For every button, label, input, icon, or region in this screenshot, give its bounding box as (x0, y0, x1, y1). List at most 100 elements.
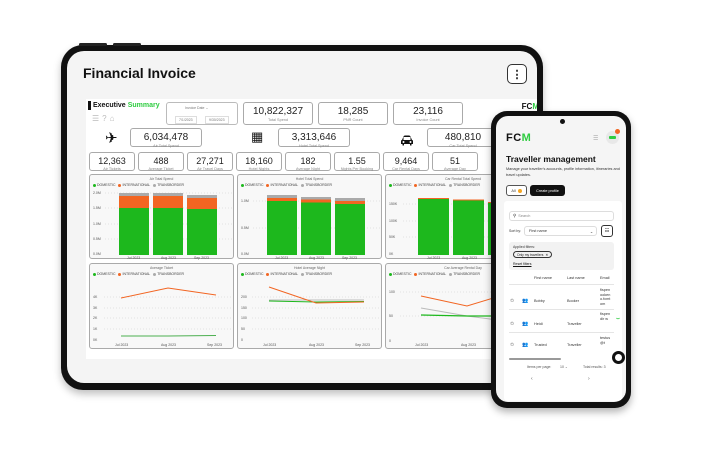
hotel-building-icon: ▦ (251, 129, 264, 144)
chart-legend: DOMESTIC INTERNATIONAL TRANSBORDER (389, 272, 480, 276)
more-options-button[interactable]: ⋮ (507, 64, 527, 84)
svg-text:150K: 150K (389, 202, 398, 206)
hamburger-menu-icon[interactable]: ☰ (92, 114, 100, 123)
title-accent-bar (88, 101, 91, 110)
home-icon[interactable]: ⌂ (109, 114, 115, 123)
svg-text:2K: 2K (93, 316, 98, 320)
column-header-last-name[interactable]: Last name (567, 276, 585, 280)
phone-screen: FCM ☰ Traveller management Manage your t… (496, 116, 626, 402)
tablet-device: Financial Invoice ⋮ Executive Summary ☰ … (61, 43, 543, 390)
svg-text:1.0M: 1.0M (241, 199, 249, 203)
svg-text:0.5M: 0.5M (93, 237, 101, 241)
svg-text:Jul 2023: Jul 2023 (263, 343, 276, 347)
svg-text:0: 0 (389, 339, 391, 343)
svg-text:Jul 2023: Jul 2023 (275, 256, 288, 260)
svg-text:4K: 4K (93, 295, 98, 299)
chevron-down-icon: ⌄ (589, 229, 593, 234)
svg-text:Aug 2023: Aug 2023 (462, 256, 477, 260)
average-ticket-lines: 4K 3K 2K 1K 0K Jul 2023 Aug 2023 Sep 2023 (93, 287, 233, 347)
svg-text:2.0M: 2.0M (93, 191, 101, 195)
svg-text:150: 150 (241, 306, 247, 310)
sort-select[interactable]: First name ⌄ (524, 226, 597, 236)
svg-text:Jul 2023: Jul 2023 (415, 343, 428, 347)
chart-hotel-average-night: Hotel Average Night DOMESTIC INTERNATIONA… (237, 263, 382, 349)
kpi-air-tickets: 12,363 Air Tickets (89, 152, 135, 171)
kpi-average-day: 51 Average Day (432, 152, 478, 171)
svg-text:Aug 2023: Aug 2023 (309, 343, 324, 347)
column-header-email[interactable]: Email (600, 276, 610, 280)
svg-text:Sep 2023: Sep 2023 (194, 256, 209, 260)
next-page-button[interactable]: › (588, 376, 590, 382)
page-description: Manage your traveller's accounts, profil… (506, 167, 620, 177)
favourite-star-icon[interactable]: ✩ (510, 342, 515, 348)
chat-icon[interactable]: ⌣ (616, 316, 620, 322)
dashboard-nav-icons: ☰ ? ⌂ (92, 114, 114, 123)
horizontal-scrollbar[interactable] (509, 358, 561, 360)
air-spend-bars: 2.0M 1.5M 1.0M 0.5M 0.0M Jul 2023 Aug 2023 Sep… (93, 191, 233, 260)
kpi-average-night: 182 Average Night (285, 152, 331, 171)
svg-text:Sep 2023: Sep 2023 (355, 343, 370, 347)
items-per-page-select[interactable]: 10 ⌄ (560, 365, 568, 369)
kpi-hotel-total-spend: 3,313,646 Hotel Total Spend (278, 128, 350, 148)
invoice-date-dropdown[interactable]: Invoice Date ⌄ (185, 106, 209, 110)
airplane-icon: ✈ (105, 130, 118, 147)
svg-text:Jul 2023: Jul 2023 (127, 256, 140, 260)
svg-text:0: 0 (241, 338, 243, 342)
svg-text:Aug 2023: Aug 2023 (461, 343, 476, 347)
svg-text:Aug 2023: Aug 2023 (161, 343, 176, 347)
svg-text:50: 50 (389, 314, 393, 318)
filter-button[interactable]: ☷ (601, 225, 613, 237)
kpi-air-total-spend: 6,034,478 Air Total Spend (130, 128, 202, 148)
kpi-average-ticket: 488 Average Ticket (138, 152, 184, 171)
invoice-date-filter[interactable]: Invoice Date ⌄ 7/1/2023 9/30/2023 (166, 102, 238, 125)
svg-text:Jul 2023: Jul 2023 (115, 343, 128, 347)
tablet-volume-button (79, 43, 107, 46)
help-icon[interactable]: ? (102, 114, 107, 123)
svg-text:0.0M: 0.0M (93, 252, 101, 256)
total-results: Total results: 3 (583, 365, 606, 369)
chart-legend: DOMESTIC INTERNATIONAL TRANSBORDER (93, 183, 184, 187)
search-icon: ⚲ (513, 213, 517, 218)
tablet-screen: Financial Invoice ⋮ Executive Summary ☰ … (67, 51, 537, 383)
kpi-car-rental-days: 9,464 Car Rental Days (383, 152, 429, 171)
column-header-first-name[interactable]: First name (534, 276, 552, 280)
svg-text:Jul 2023: Jul 2023 (427, 256, 440, 260)
svg-text:100K: 100K (389, 219, 398, 223)
favourite-star-icon[interactable]: ✩ (510, 298, 515, 304)
chart-average-ticket: Average Ticket DOMESTIC INTERNATIONAL TRAN… (89, 263, 234, 349)
svg-text:Sep 2023: Sep 2023 (342, 256, 357, 260)
svg-text:0.5M: 0.5M (241, 226, 249, 230)
kpi-air-travel-days: 27,271 Air Travel Days (187, 152, 233, 171)
kpi-pnr-count: 18,285 PNR Count (318, 102, 388, 125)
svg-text:1.5M: 1.5M (93, 206, 101, 210)
tablet-power-button (113, 43, 141, 46)
svg-text:100: 100 (389, 290, 395, 294)
kpi-nights-per-booking: 1.55 Nights Per Booking (334, 152, 380, 171)
all-travellers-button[interactable]: All (506, 185, 527, 196)
start-date-input[interactable]: 7/1/2023 (175, 116, 197, 124)
fcm-logo: FCM (506, 132, 532, 144)
executive-summary-dashboard: Executive Summary ☰ ? ⌂ Invoice Date ⌄ 7… (86, 99, 537, 359)
chart-legend: DOMESTIC INTERNATIONAL TRANSBORDER (93, 272, 184, 276)
user-avatar[interactable] (606, 131, 619, 144)
hamburger-menu-icon[interactable]: ☰ (593, 136, 599, 142)
end-date-input[interactable]: 9/30/2023 (205, 116, 229, 124)
chat-fab-button[interactable] (612, 351, 625, 364)
create-profile-button[interactable]: Create profile (530, 185, 565, 196)
svg-text:Aug 2023: Aug 2023 (161, 256, 176, 260)
page-title: Financial Invoice (83, 65, 196, 81)
car-icon (400, 133, 414, 151)
phone-device: FCM ☰ Traveller management Manage your t… (491, 111, 631, 408)
close-icon[interactable]: ✕ (545, 252, 549, 257)
reset-filters-link[interactable]: Reset filters (513, 262, 532, 266)
chart-legend: DOMESTIC INTERNATIONAL TRANSBORDER (389, 183, 480, 187)
previous-page-button[interactable]: ‹ (531, 376, 533, 382)
chart-air-total-spend: Air Total Spend DOMESTIC INTERNATIONAL TRA… (89, 174, 234, 260)
svg-text:50: 50 (241, 327, 245, 331)
hotel-spend-bars: 1.0M 0.5M 0.0M Jul 2023 Aug 2023 Sep 2023 (241, 195, 381, 260)
filter-chip[interactable]: Only my travellers ✕ (513, 251, 553, 258)
notification-badge (615, 129, 620, 134)
search-input[interactable]: ⚲ Search (509, 211, 614, 221)
favourite-star-icon[interactable]: ✩ (510, 321, 515, 327)
